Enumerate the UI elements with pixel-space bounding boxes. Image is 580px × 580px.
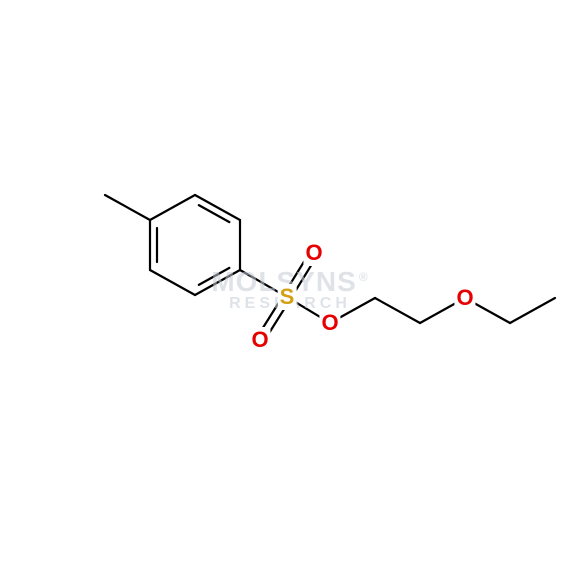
atom-o: O bbox=[454, 285, 475, 311]
atom-o: O bbox=[319, 310, 340, 336]
atom-s: S bbox=[278, 284, 297, 310]
atom-o: O bbox=[249, 327, 270, 353]
atom-o: O bbox=[303, 240, 324, 266]
